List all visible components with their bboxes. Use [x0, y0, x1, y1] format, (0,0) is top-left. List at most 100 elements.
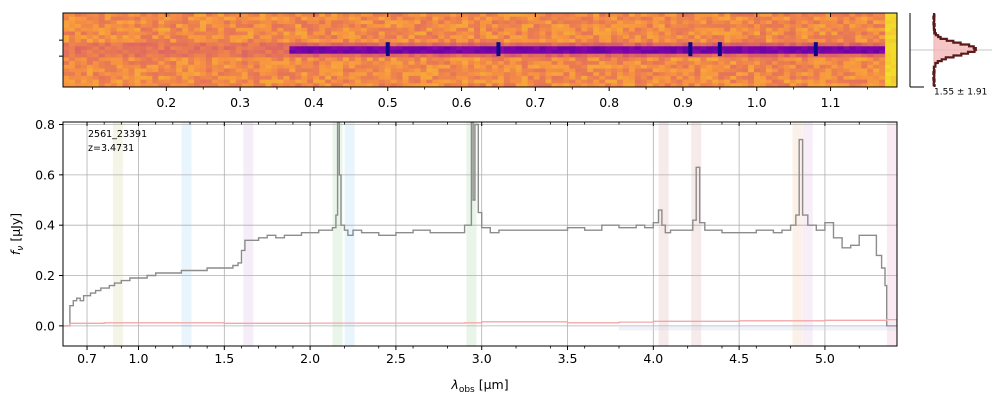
- heat-cell: [176, 38, 183, 44]
- heat-cell: [611, 57, 618, 62]
- heat-cell: [474, 64, 481, 70]
- heat-cell: [795, 20, 803, 25]
- heat-cell: [819, 20, 827, 25]
- heat-cell: [271, 50, 279, 55]
- heat-cell: [718, 61, 725, 66]
- heat-cell: [724, 31, 731, 36]
- heat-cell: [754, 75, 761, 81]
- heat-cell: [736, 61, 743, 66]
- heat-cell: [813, 79, 821, 84]
- heat-cell: [712, 50, 719, 55]
- heat-cell: [771, 61, 779, 66]
- heat-cell: [170, 75, 177, 81]
- heat-cell: [152, 42, 159, 47]
- heat-cell: [551, 27, 559, 33]
- heat-cell: [599, 53, 606, 58]
- heat-cell: [319, 61, 326, 66]
- heat-cell: [211, 13, 219, 18]
- heat-cell: [307, 24, 314, 29]
- heat-cell: [241, 24, 249, 29]
- heat-cell: [879, 46, 886, 51]
- heat-cell: [176, 61, 183, 66]
- heat-cell: [497, 64, 505, 70]
- heat-cell: [235, 83, 243, 87]
- heat-cell: [307, 20, 314, 25]
- heat-cell: [605, 83, 612, 87]
- heat-cell: [855, 46, 862, 51]
- heat-cell: [640, 42, 648, 47]
- heat-cell: [348, 50, 356, 55]
- heat-cell: [831, 79, 839, 84]
- heat-cell: [533, 20, 541, 25]
- heat-cell: [843, 61, 850, 66]
- heat-cell: [289, 79, 296, 84]
- heat-cell: [545, 83, 553, 87]
- heat-cell: [271, 79, 279, 84]
- heat-cell: [664, 53, 672, 58]
- heat-cell: [462, 31, 469, 36]
- heat-cell: [503, 38, 511, 44]
- heat-cell: [879, 64, 886, 70]
- heat-cell: [134, 57, 142, 62]
- heat-cell: [223, 53, 231, 58]
- heat-cell: [63, 16, 70, 21]
- heat-cell: [200, 20, 207, 25]
- heat-cell: [307, 57, 314, 62]
- heat-cell: [563, 50, 570, 55]
- heat-cell: [68, 64, 76, 70]
- heat-cell: [706, 75, 713, 81]
- heat-cell: [759, 68, 767, 73]
- heat-cell: [86, 68, 94, 73]
- heat-cell: [426, 38, 433, 44]
- heat-cell: [789, 46, 797, 51]
- heat-cell: [569, 53, 576, 58]
- heat-cell: [188, 13, 195, 18]
- heat-cell: [491, 53, 499, 58]
- heat-cell: [754, 79, 761, 84]
- heat-cell: [414, 46, 422, 51]
- heat-cell: [485, 38, 493, 44]
- heat-cell: [92, 38, 100, 44]
- heat-cell: [706, 20, 713, 25]
- heat-cell: [581, 61, 588, 66]
- heat-cell: [509, 46, 517, 51]
- heat-cell: [706, 64, 713, 70]
- heat-cell: [789, 16, 797, 21]
- heat-cell: [188, 35, 195, 40]
- heat-cell: [563, 20, 570, 25]
- heat-cell: [235, 64, 243, 70]
- heat-cell: [825, 72, 833, 77]
- heat-cell: [372, 83, 380, 87]
- heat-cell: [414, 42, 422, 47]
- heat-cell: [855, 35, 862, 40]
- heat-cell: [843, 27, 850, 33]
- heat-cell: [372, 64, 380, 70]
- heat-cell: [587, 72, 594, 77]
- heat-cell: [682, 16, 690, 21]
- heat-cell: [533, 38, 541, 44]
- heat-cell: [92, 35, 100, 40]
- heat-cell: [259, 61, 267, 66]
- heat-cell: [867, 38, 874, 44]
- heat-cell: [158, 46, 165, 51]
- heat-cell: [420, 38, 427, 44]
- heat-cell: [658, 57, 666, 62]
- heat-cell: [384, 75, 392, 81]
- heat-cell: [593, 24, 600, 29]
- heat-cell: [670, 72, 678, 77]
- heat-cell: [658, 72, 666, 77]
- heat-cell: [384, 83, 392, 87]
- heat-cell: [748, 27, 755, 33]
- heat-cell: [688, 27, 696, 33]
- heat-cell: [545, 79, 553, 84]
- heat-cell: [372, 16, 380, 21]
- heat-cell: [390, 68, 398, 73]
- heat-cell: [432, 75, 439, 81]
- heat-cell: [688, 38, 696, 44]
- heat-cell: [241, 42, 249, 47]
- heat-cell: [295, 61, 302, 66]
- heat-cell: [617, 72, 624, 77]
- x-tick-label-2: 1.5: [214, 351, 234, 366]
- heat-cell: [533, 16, 541, 21]
- heat-cell: [390, 38, 398, 44]
